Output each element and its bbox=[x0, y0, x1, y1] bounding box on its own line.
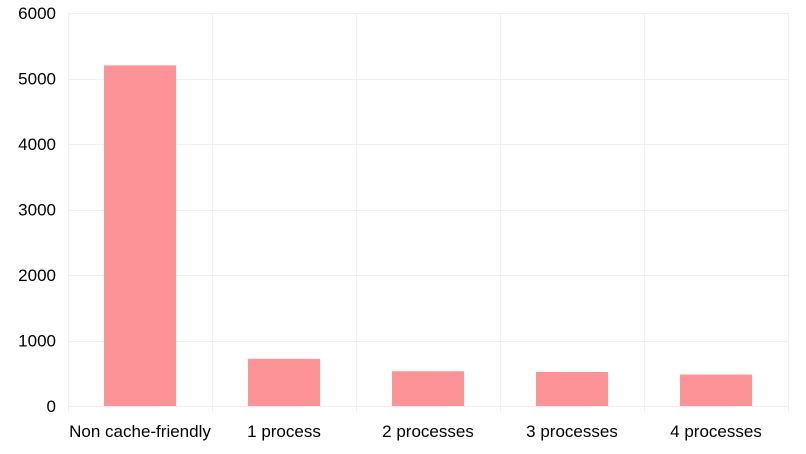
bar-non-cache-friendly bbox=[104, 65, 176, 407]
bar-3-processes bbox=[536, 371, 608, 406]
y-tick-label-3000: 3000 bbox=[18, 201, 56, 220]
grid-lines bbox=[68, 13, 789, 412]
x-tick-label-1-process: 1 process bbox=[247, 422, 321, 441]
y-axis-tick-labels: 0 1000 2000 3000 4000 5000 6000 bbox=[18, 4, 56, 416]
x-tick-label-3-processes: 3 processes bbox=[526, 422, 618, 441]
y-tick-label-1000: 1000 bbox=[18, 332, 56, 351]
bar-2-processes bbox=[392, 371, 464, 406]
y-tick-label-4000: 4000 bbox=[18, 135, 56, 154]
x-tick-label-2-processes: 2 processes bbox=[382, 422, 474, 441]
y-tick-label-0: 0 bbox=[47, 397, 56, 416]
y-tick-label-2000: 2000 bbox=[18, 266, 56, 285]
bar-4-processes bbox=[680, 374, 752, 406]
x-tick-label-4-processes: 4 processes bbox=[670, 422, 762, 441]
x-tick-label-non-cache-friendly: Non cache-friendly bbox=[69, 422, 211, 441]
y-tick-label-6000: 6000 bbox=[18, 4, 56, 23]
bars bbox=[104, 65, 752, 407]
bar-1-process bbox=[248, 358, 320, 406]
x-axis-tick-labels: Non cache-friendly 1 process 2 processes 3 … bbox=[69, 422, 762, 441]
y-tick-label-5000: 5000 bbox=[18, 70, 56, 89]
